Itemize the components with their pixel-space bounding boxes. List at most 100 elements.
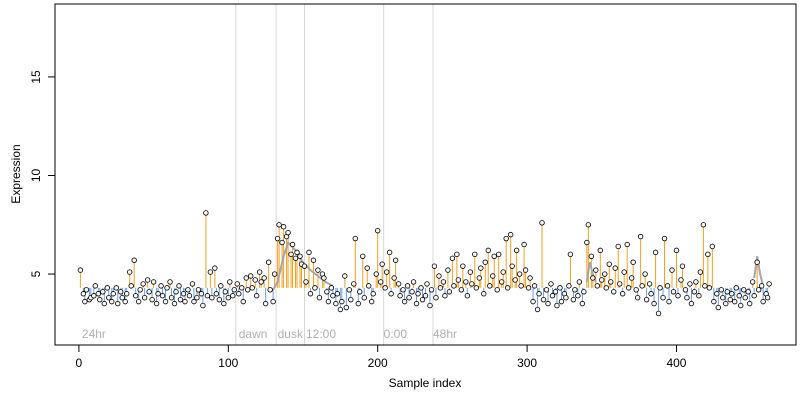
data-point (490, 273, 496, 279)
data-point (575, 293, 581, 299)
data-point (758, 283, 765, 289)
data-point (428, 287, 435, 293)
data-point (491, 253, 497, 260)
data-point (467, 269, 474, 275)
data-point (464, 293, 471, 299)
data-point (732, 298, 738, 305)
y-tick-label: 5 (29, 270, 43, 277)
data-point (494, 287, 500, 293)
data-point (478, 265, 484, 271)
data-point (212, 265, 218, 271)
data-point (711, 298, 717, 305)
data-point (239, 285, 245, 291)
data-point (697, 269, 704, 275)
data-point (424, 281, 430, 287)
data-point (182, 298, 188, 305)
data-point (370, 291, 376, 297)
data-point (159, 293, 166, 299)
data-point (395, 281, 402, 287)
data-point (504, 285, 511, 291)
data-point (669, 267, 675, 273)
data-point (333, 300, 339, 307)
data-point (525, 285, 532, 291)
data-point (599, 277, 605, 283)
data-point (410, 279, 417, 285)
data-point (352, 235, 358, 242)
phase-label: 48hr (433, 327, 457, 341)
data-point (297, 253, 303, 260)
data-point (288, 251, 294, 258)
data-point (516, 271, 523, 277)
data-point (433, 294, 439, 301)
data-point (252, 277, 258, 283)
data-point (185, 287, 191, 293)
phase-label: 0:00 (384, 327, 408, 341)
data-point (249, 285, 255, 291)
data-point (360, 253, 366, 260)
y-tick-label: 15 (29, 70, 43, 84)
data-point (724, 289, 730, 295)
data-point (661, 235, 668, 242)
data-point (527, 275, 533, 281)
phase-label: 24hr (82, 327, 106, 341)
data-point (621, 269, 627, 275)
data-point (101, 300, 108, 307)
data-point (557, 285, 563, 291)
data-point (231, 287, 237, 293)
data-point (189, 281, 196, 287)
data-point (720, 294, 726, 301)
data-point (482, 259, 488, 265)
data-point (648, 291, 654, 297)
data-point (705, 251, 711, 258)
data-point (200, 302, 206, 309)
data-point (382, 285, 388, 291)
data-point (155, 291, 161, 297)
data-point (316, 294, 323, 301)
data-point (691, 289, 698, 295)
y-axis: 5 10 15 (29, 70, 56, 277)
data-point (742, 294, 748, 301)
data-point (540, 296, 547, 303)
data-point (472, 251, 478, 258)
data-point (227, 279, 233, 285)
data-point (400, 287, 406, 293)
data-point (419, 296, 426, 303)
data-point (431, 263, 438, 269)
data-point (361, 294, 367, 301)
data-point (579, 300, 586, 307)
trend-line (753, 256, 765, 287)
data-point (351, 281, 357, 287)
data-point (594, 283, 601, 289)
data-point (312, 285, 318, 291)
data-point (137, 287, 143, 293)
data-point (146, 289, 152, 295)
data-point (276, 222, 282, 228)
data-point (377, 279, 384, 285)
data-point (617, 281, 623, 287)
data-point (666, 298, 672, 305)
data-point (274, 235, 281, 242)
data-point (221, 300, 227, 307)
data-point (593, 267, 599, 273)
data-point (738, 302, 744, 309)
x-tick-label: 400 (666, 356, 686, 370)
data-point (213, 291, 220, 297)
data-point (392, 257, 399, 263)
data-point (718, 287, 725, 293)
data-point (128, 283, 134, 289)
data-point (755, 287, 762, 293)
data-point (539, 220, 545, 226)
data-point (92, 283, 99, 289)
data-point (754, 259, 760, 265)
data-point (115, 300, 121, 307)
data-point (337, 306, 344, 313)
data-point (209, 294, 215, 301)
data-point (625, 285, 632, 291)
data-point (657, 285, 663, 291)
data-point (664, 283, 671, 289)
data-point (82, 298, 88, 305)
data-point (476, 275, 482, 281)
data-point (369, 298, 375, 305)
data-point (386, 249, 393, 256)
data-point (294, 249, 300, 256)
